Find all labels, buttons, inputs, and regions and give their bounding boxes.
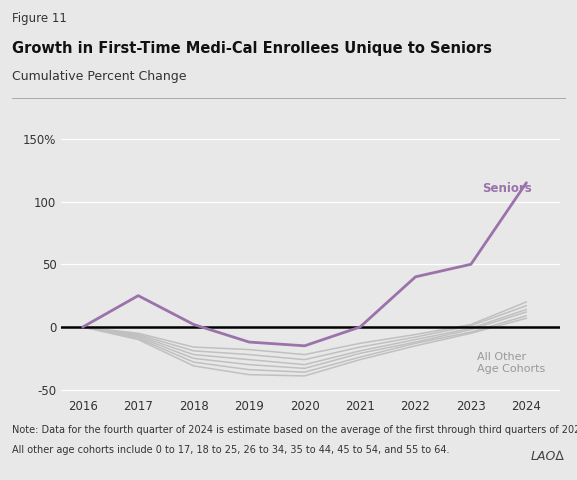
Text: Note: Data for the fourth quarter of 2024 is estimate based on the average of th: Note: Data for the fourth quarter of 202… (12, 425, 577, 435)
Text: Growth in First-Time Medi-Cal Enrollees Unique to Seniors: Growth in First-Time Medi-Cal Enrollees … (12, 41, 492, 56)
Text: LAO∆: LAO∆ (531, 450, 564, 463)
Text: Seniors: Seniors (482, 182, 532, 195)
Text: All Other
Age Cohorts: All Other Age Cohorts (477, 352, 545, 374)
Text: Cumulative Percent Change: Cumulative Percent Change (12, 70, 186, 83)
Text: Figure 11: Figure 11 (12, 12, 66, 25)
Text: All other age cohorts include 0 to 17, 18 to 25, 26 to 34, 35 to 44, 45 to 54, a: All other age cohorts include 0 to 17, 1… (12, 445, 449, 456)
